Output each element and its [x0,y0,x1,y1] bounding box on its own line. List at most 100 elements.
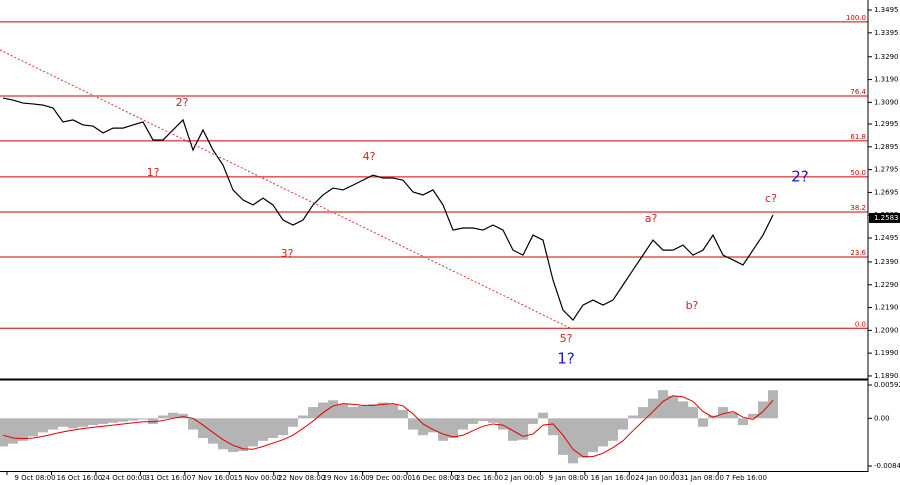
y-tick-label: 1.3395 [874,29,899,37]
histogram-bar [128,418,138,421]
histogram-bar [78,418,88,427]
x-tick-label: 15 Nov 00:00 [234,474,281,482]
plot: 1.3495 1.3395 1.3290 1.3190 1.3090 1.2995 1.28… [0,6,900,482]
y-tick-label: -0.00847 [874,462,900,470]
histogram-bar [568,418,578,464]
wave-label: 2? [791,168,809,186]
histogram-bar [698,418,708,427]
histogram-bar [238,418,248,451]
y-tick-label: 1.2290 [874,281,899,289]
x-tick-label: 2 Jan 00:00 [504,474,544,482]
histogram-bar [318,402,328,419]
y-tick-label: 1.2995 [874,120,899,128]
histogram-bar [118,418,128,422]
x-tick-label: 7 Feb 16:00 [725,474,766,482]
y-tick-label: 1.3090 [874,98,899,106]
histogram-bar [418,418,428,436]
histogram-bar [668,395,678,419]
histogram-bar [148,418,158,424]
histogram-bar [208,418,218,444]
histogram-bar [88,418,98,426]
x-tick-label: 9 Jan 08:00 [548,474,588,482]
x-tick-label: 29 Nov 16:00 [323,474,370,482]
histogram-bar [298,415,308,419]
histogram-bar [28,418,38,437]
x-tick-label: 24 Jan 00:00 [635,474,679,482]
y-tick-label: 1.2390 [874,258,899,266]
wave-label: 3? [281,247,294,260]
y-tick-label: 0.00592 [874,381,900,389]
histogram-bar [688,407,698,419]
histogram-bar [558,418,568,455]
histogram-bar [468,418,478,424]
wave-label: a? [645,212,658,225]
histogram-bar [228,418,238,453]
y-tick-label: 1.2090 [874,326,899,334]
histogram-bar [288,418,298,427]
histogram-bar [358,405,368,419]
wave-label: b? [686,299,699,312]
histogram-bar [538,412,548,419]
y-tick-label: 1.2695 [874,188,899,196]
histogram-bar [428,418,438,433]
fib-label: 100.0 [846,14,866,22]
histogram-bar [548,418,558,436]
x-tick-label: 9 Oct 08:00 [14,474,55,482]
histogram-bar [658,390,668,419]
x-tick-label: 22 Nov 08:00 [278,474,325,482]
histogram-bar [108,418,118,423]
histogram-bar [158,415,168,419]
wave-label: 2? [176,96,189,109]
histogram-bar [478,418,488,422]
x-tick-label: 16 Oct 16:00 [57,474,103,482]
histogram-bar [458,418,468,430]
histogram-bar [398,409,408,419]
histogram-bar [48,418,58,430]
trend-line [0,49,571,329]
wave-label: 1? [147,166,160,179]
x-tick-label: 31 Jan 08:00 [680,474,724,482]
fib-label: 61.8 [850,133,866,141]
wave-label: 5? [560,332,573,345]
histogram-bar [98,418,108,424]
histogram-bar [368,404,378,419]
histogram-bar [388,404,398,419]
histogram-bar [498,418,508,430]
y-tick-label: 1.3190 [874,76,899,84]
fib-label: 50.0 [850,169,866,177]
y-tick-label: 1.2495 [874,234,899,242]
histogram-bar [528,418,538,424]
histogram-bar [348,407,358,419]
histogram-bar [258,418,268,441]
x-tick-label: 16 Dec 08:00 [412,474,459,482]
y-tick-label: 1.2895 [874,143,899,151]
histogram-bar [508,418,518,441]
histogram-bar [718,407,728,419]
wave-label: c? [765,192,777,205]
histogram-bar [168,412,178,419]
x-tick-label: 16 Jan 16:00 [591,474,635,482]
y-tick-label: 1.2795 [874,166,899,174]
histogram-bar [618,418,628,430]
histogram-bar [38,418,48,433]
y-tick-label: 1.3495 [874,6,899,14]
fib-label: 0.0 [855,320,866,328]
histogram-bar [748,413,758,419]
histogram-bar [738,418,748,426]
histogram-bar [328,400,338,419]
histogram-bar [378,402,388,419]
histogram-bar [188,418,198,430]
histogram-bar [598,418,608,447]
histogram-bar [308,407,318,419]
histogram-bar [588,418,598,453]
histogram-bar [448,418,458,439]
histogram-bar [18,418,28,441]
wave-label: 4? [363,150,376,163]
histogram-bar [678,401,688,419]
y-tick-label: 0.00 [874,414,890,422]
histogram-bar [628,415,638,419]
histogram-bar [68,418,78,429]
histogram-bar [138,418,148,420]
histogram-bar [578,418,588,458]
